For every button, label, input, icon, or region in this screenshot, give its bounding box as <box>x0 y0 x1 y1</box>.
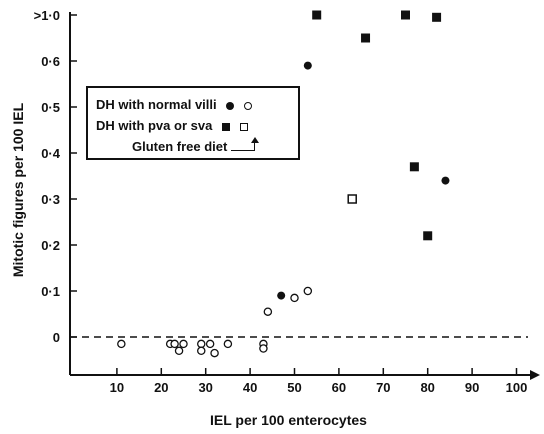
open-circle-icon <box>243 101 252 110</box>
open-circle-point <box>197 346 206 356</box>
x-tick-label: 40 <box>243 380 257 395</box>
filled-square-point <box>423 231 433 241</box>
filled-circle-icon <box>226 101 235 110</box>
legend-label-gluten-free: Gluten free diet <box>132 139 228 154</box>
y-tick-label: 0·4 <box>41 146 61 161</box>
axes <box>69 12 540 380</box>
legend-row-pva-sva: DH with pva or sva <box>96 117 248 135</box>
open-circle-point <box>303 286 313 296</box>
filled-square-point <box>361 33 371 43</box>
x-tick-label: 30 <box>198 380 212 395</box>
filled-square-point <box>432 12 442 22</box>
x-tick-label: 10 <box>110 380 124 395</box>
y-axis-label-container: Mitotic figures per 100 IEL <box>2 40 34 340</box>
x-tick-label: 50 <box>287 380 301 395</box>
open-circle-point <box>197 339 206 349</box>
y-tick-label: 0·2 <box>41 238 60 253</box>
y-tick-label: 0·1 <box>41 284 60 299</box>
filled-square-icon <box>221 122 230 131</box>
x-tick-label: 20 <box>154 380 168 395</box>
ticks: 10 20 30 40 50 60 70 80 90 100 0 0·1 0·2 0·3 0·4 0·5 0·6… <box>34 8 528 395</box>
y-tick-label: 0·5 <box>41 100 60 115</box>
filled-square-point <box>401 10 410 20</box>
legend-row-gluten-free: Gluten free diet <box>132 136 261 157</box>
open-square-point <box>347 194 357 204</box>
legend-row-normal-villi: DH with normal villi <box>96 96 252 114</box>
x-tick-label: 80 <box>420 380 434 395</box>
legend: DH with normal villi DH with pva or sva … <box>86 86 300 160</box>
open-circle-point <box>259 344 268 353</box>
legend-label-pva-sva: DH with pva or sva <box>96 118 213 133</box>
y-tick-label: >1·0 <box>34 8 60 23</box>
x-tick-label: 90 <box>465 380 479 395</box>
open-circle-point <box>205 339 215 349</box>
open-circle-point <box>223 339 233 349</box>
filled-square-point <box>312 10 322 20</box>
open-circle-point <box>170 339 179 349</box>
x-axis-arrowhead <box>530 370 540 380</box>
data-points <box>117 10 450 358</box>
open-circle-point <box>210 348 219 358</box>
y-axis-label: Mitotic figures per 100 IEL <box>10 102 26 278</box>
open-circle-point <box>117 339 126 349</box>
open-square-icon <box>239 122 248 131</box>
legend-label-normal-villi: DH with normal villi <box>96 97 217 112</box>
x-tick-label: 100 <box>506 380 528 395</box>
y-tick-label: 0·3 <box>41 192 60 207</box>
filled-circle-point <box>303 61 312 70</box>
open-circle-point <box>174 346 184 356</box>
filled-circle-point <box>277 291 286 300</box>
filled-square-point <box>409 162 419 172</box>
x-axis-label: IEL per 100 enterocytes <box>210 412 367 428</box>
y-tick-label: 0·6 <box>41 54 60 69</box>
open-circle-point <box>263 307 273 316</box>
filled-circle-point <box>441 176 450 185</box>
y-tick-label: 0 <box>53 330 60 345</box>
open-circle-point <box>290 293 299 303</box>
x-tick-label: 70 <box>376 380 390 395</box>
x-tick-label: 60 <box>332 380 346 395</box>
open-circle-point <box>179 339 188 349</box>
arrow-icon <box>230 136 261 157</box>
